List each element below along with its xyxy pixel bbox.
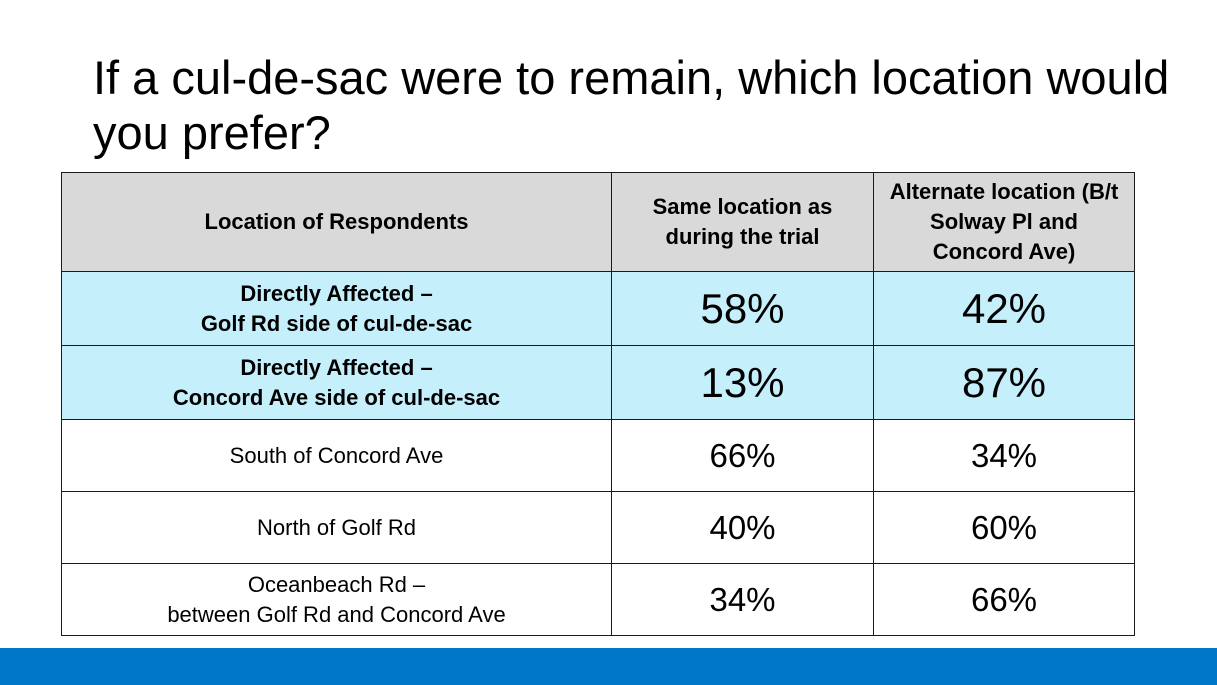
row-same-value: 58% <box>611 271 874 346</box>
table-row: Directly Affected – Concord Ave side of … <box>61 345 1135 420</box>
row-location-line1: Directly Affected – <box>240 354 433 380</box>
row-location-line2: between Golf Rd and Concord Ave <box>167 601 506 627</box>
footer-band <box>0 648 1217 685</box>
table-row: North of Golf Rd 40% 60% <box>61 491 1135 564</box>
row-alternate-value: 60% <box>873 491 1135 564</box>
row-location-line2: Golf Rd side of cul-de-sac <box>200 310 473 336</box>
slide-title: If a cul-de-sac were to remain, which lo… <box>93 51 1170 159</box>
row-location: North of Golf Rd <box>61 491 612 564</box>
row-location-line1: Oceanbeach Rd – <box>247 571 426 597</box>
row-alternate-value: 34% <box>873 419 1135 492</box>
row-same-value: 13% <box>611 345 874 420</box>
row-alternate-value: 42% <box>873 271 1135 346</box>
header-same-location: Same location as during the trial <box>611 172 874 272</box>
table-header-row: Location of Respondents Same location as… <box>61 172 1135 272</box>
table-row: Oceanbeach Rd – between Golf Rd and Conc… <box>61 563 1135 636</box>
row-alternate-value: 66% <box>873 563 1135 636</box>
row-location-line2: Concord Ave side of cul-de-sac <box>172 384 501 410</box>
results-table: Location of Respondents Same location as… <box>61 172 1135 636</box>
row-location: Oceanbeach Rd – between Golf Rd and Conc… <box>61 563 612 636</box>
row-same-value: 34% <box>611 563 874 636</box>
row-same-value: 66% <box>611 419 874 492</box>
row-location-line1: South of Concord Ave <box>229 442 444 468</box>
row-location: South of Concord Ave <box>61 419 612 492</box>
row-location: Directly Affected – Golf Rd side of cul-… <box>61 271 612 346</box>
row-location-line1: North of Golf Rd <box>257 514 416 540</box>
row-same-value: 40% <box>611 491 874 564</box>
table-row: Directly Affected – Golf Rd side of cul-… <box>61 271 1135 346</box>
header-location: Location of Respondents <box>61 172 612 272</box>
table-row: South of Concord Ave 66% 34% <box>61 419 1135 492</box>
row-location-line1: Directly Affected – <box>240 280 433 306</box>
header-alternate-location: Alternate location (B/t Solway Pl and Co… <box>873 172 1135 272</box>
row-location: Directly Affected – Concord Ave side of … <box>61 345 612 420</box>
row-alternate-value: 87% <box>873 345 1135 420</box>
